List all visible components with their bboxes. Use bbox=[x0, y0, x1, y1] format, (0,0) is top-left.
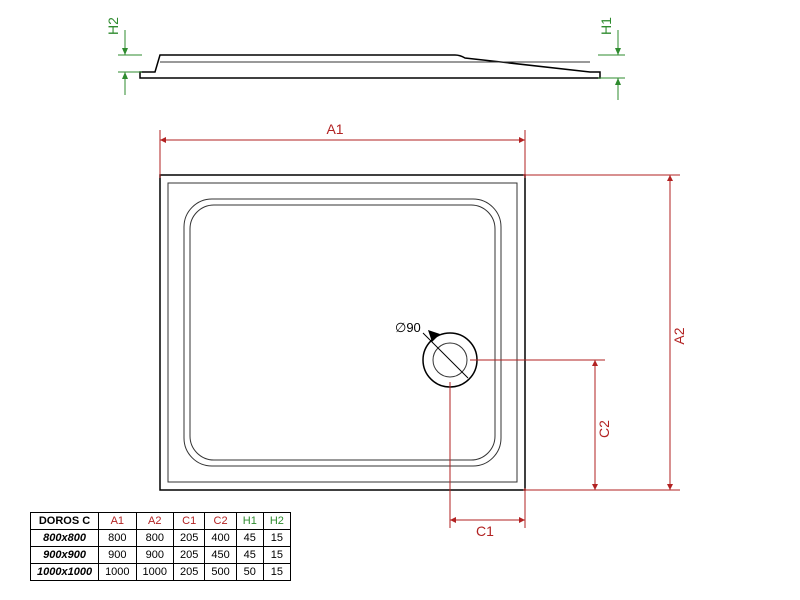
table-row: 800x800 800 800 205 400 45 15 bbox=[31, 530, 291, 547]
table-title: DOROS C bbox=[31, 513, 99, 530]
label-a2: A2 bbox=[671, 327, 687, 344]
technical-drawing: H2 H1 ∅90 A1 A2 bbox=[0, 0, 800, 600]
th-h1: H1 bbox=[236, 513, 263, 530]
dim-a2: A2 bbox=[523, 175, 687, 490]
profile-view bbox=[140, 55, 600, 78]
th-h2: H2 bbox=[263, 513, 290, 530]
th-c2: C2 bbox=[205, 513, 236, 530]
th-c1: C1 bbox=[174, 513, 205, 530]
table-row: 900x900 900 900 205 450 45 15 bbox=[31, 547, 291, 564]
spec-table: DOROS C A1 A2 C1 C2 H1 H2 800x800 800 80… bbox=[30, 512, 291, 581]
label-h2: H2 bbox=[105, 17, 121, 35]
plan-view: ∅90 bbox=[160, 175, 525, 490]
dim-a1: A1 bbox=[160, 121, 525, 178]
dim-c2: C2 bbox=[470, 360, 612, 490]
label-a1: A1 bbox=[326, 121, 343, 137]
label-c2: C2 bbox=[596, 420, 612, 438]
table-row: 1000x1000 1000 1000 205 500 50 15 bbox=[31, 564, 291, 581]
dim-h2: H2 bbox=[105, 17, 142, 95]
label-h1: H1 bbox=[598, 17, 614, 35]
th-a1: A1 bbox=[99, 513, 136, 530]
label-c1: C1 bbox=[476, 523, 494, 539]
dim-h1: H1 bbox=[598, 17, 625, 100]
th-a2: A2 bbox=[136, 513, 173, 530]
label-diameter: ∅90 bbox=[395, 320, 421, 335]
